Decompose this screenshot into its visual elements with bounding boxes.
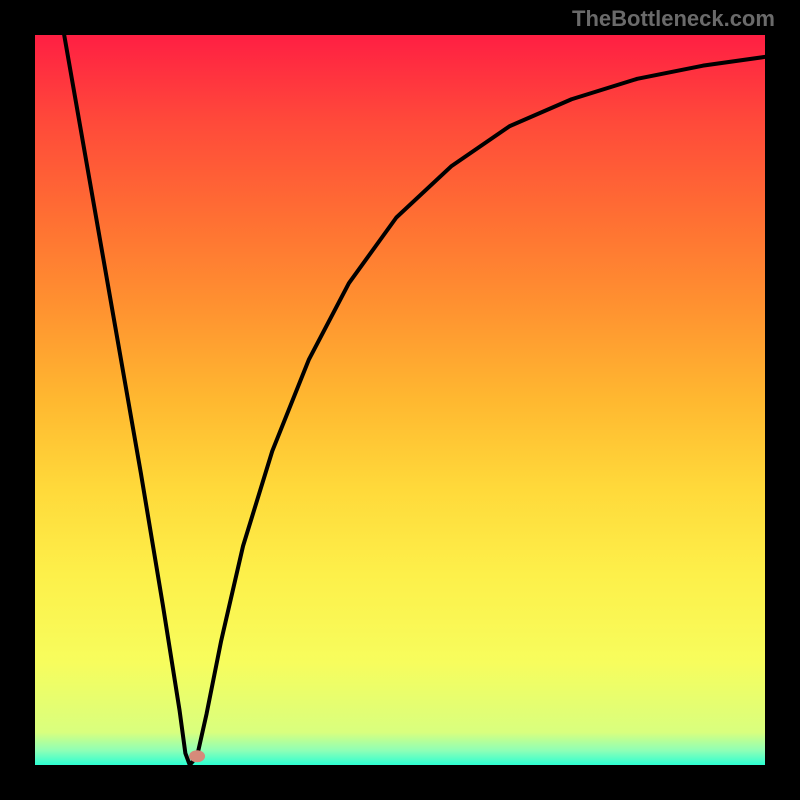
optimal-point-marker	[189, 750, 205, 762]
watermark-text: TheBottleneck.com	[572, 6, 775, 32]
chart-frame: TheBottleneck.com	[0, 0, 800, 800]
gradient-background	[35, 35, 765, 765]
plot-svg	[35, 35, 765, 765]
plot-area	[35, 35, 765, 765]
